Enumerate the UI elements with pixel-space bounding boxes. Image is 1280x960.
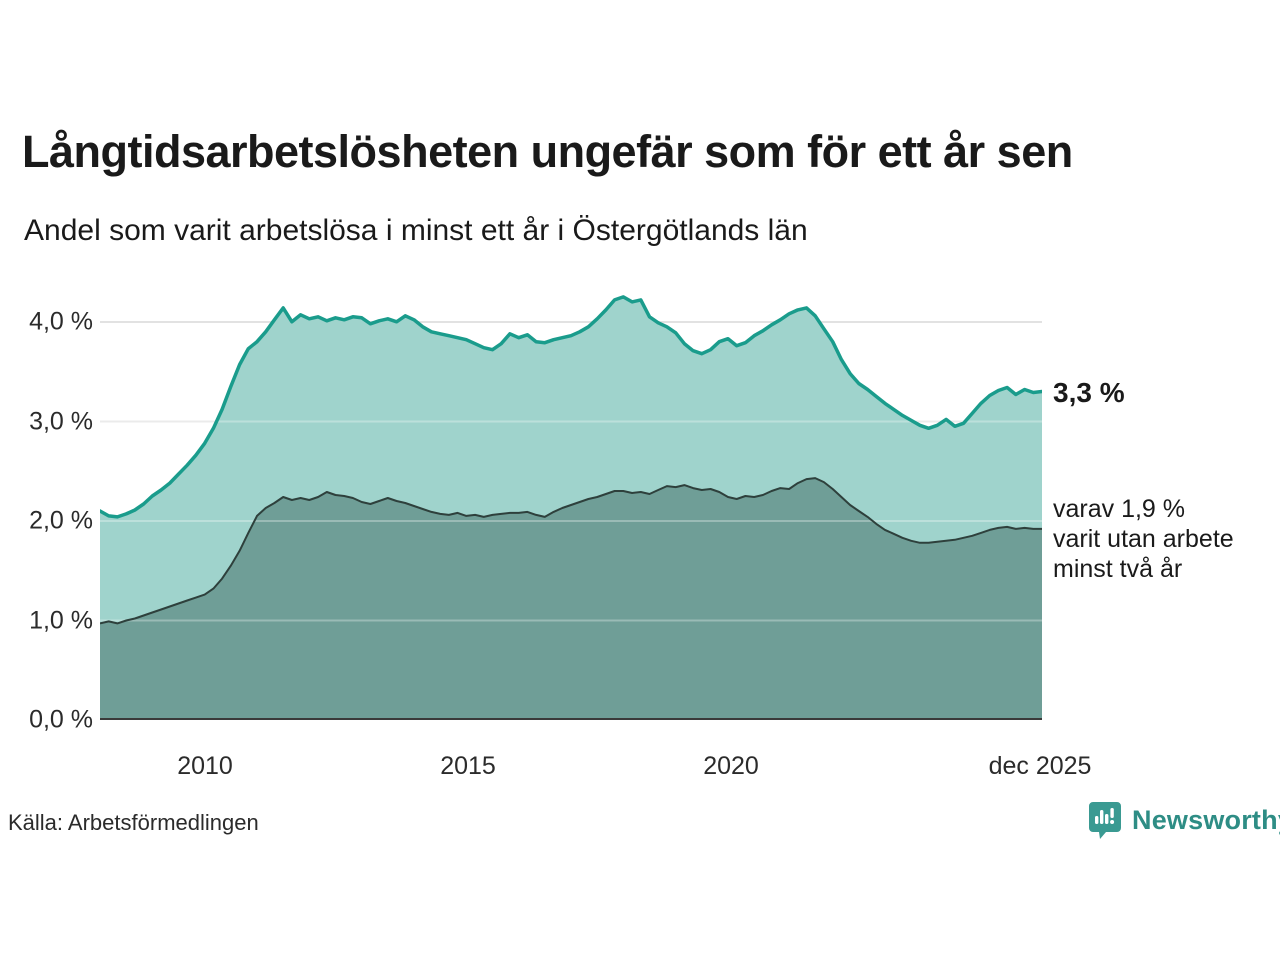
two-year-annotation-line1: varav 1,9 %: [1053, 495, 1186, 523]
two-year-unemployed-area-series: [100, 478, 1042, 720]
bar-chart-speech-bubble-icon: [1089, 802, 1121, 839]
newsworthy-logo: Newsworthy: [1086, 799, 1280, 841]
total-value-annotation: 3,3 %: [1053, 377, 1125, 408]
gridlines-overlay: [100, 420, 1042, 622]
two-year-annotation-line2: varit utan arbete: [1053, 525, 1234, 553]
total-unemployed-line: [100, 295, 1042, 519]
y-tick-label: 3,0 %: [29, 407, 93, 435]
y-tick-label: 1,0 %: [29, 606, 93, 634]
x-tick-label: 2015: [440, 752, 496, 780]
source-attribution: Källa: Arbetsförmedlingen: [8, 810, 259, 835]
x-tick-label: 2020: [703, 752, 759, 780]
x-tick-label: dec 2025: [988, 752, 1092, 780]
newsworthy-wordmark: Newsworthy: [1132, 804, 1280, 835]
page-title: Långtidsarbetslösheten ungefär som för e…: [22, 126, 1073, 177]
two-year-annotation-line3: minst två år: [1053, 555, 1183, 583]
x-tick-label: 2010: [177, 752, 233, 780]
page-subtitle: Andel som varit arbetslösa i minst ett å…: [24, 214, 808, 247]
area-chart-plot: [100, 295, 1042, 720]
two-year-unemployed-line: [100, 477, 1042, 625]
two-year-value-annotation: varav 1,9 % varit utan arbete minst två …: [1053, 494, 1234, 584]
y-tick-label: 4,0 %: [29, 307, 93, 336]
y-tick-label: 0,0 %: [29, 705, 93, 734]
y-tick-label: 2,0 %: [29, 506, 93, 535]
